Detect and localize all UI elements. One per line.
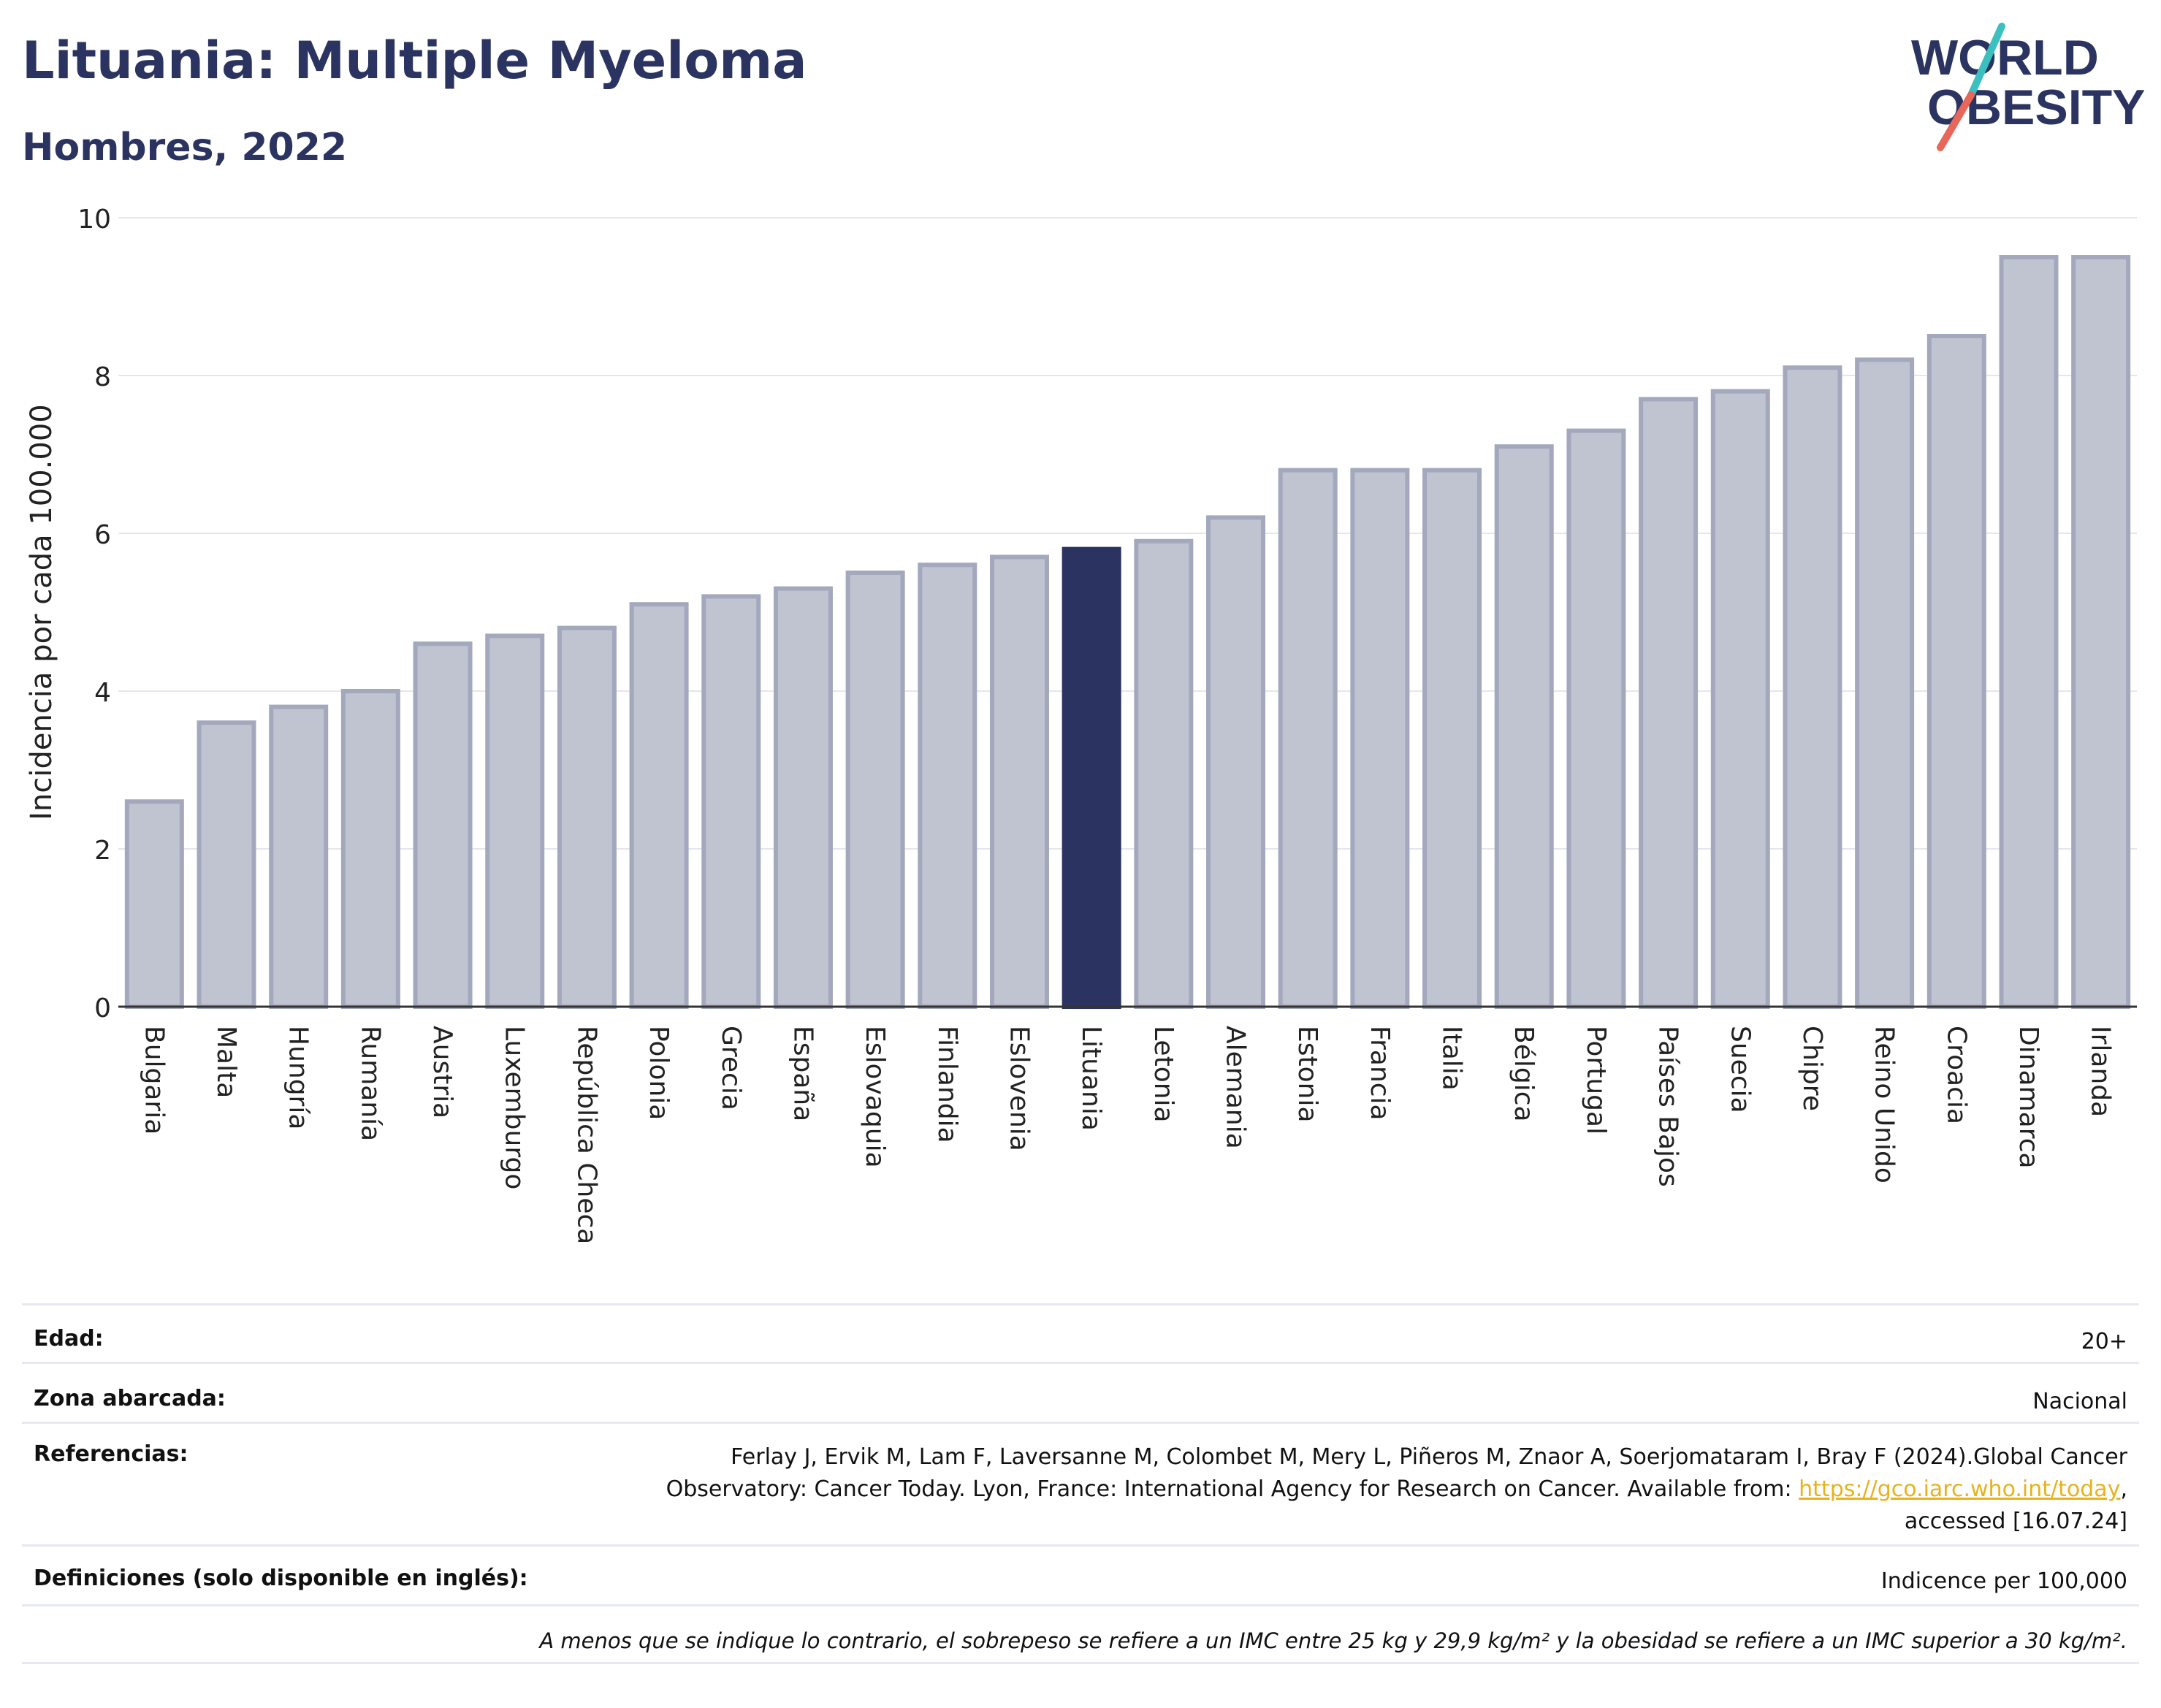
bar-austria — [413, 641, 473, 1009]
bar-portugal — [1566, 428, 1626, 1009]
edad-value: 20+ — [2081, 1329, 2127, 1354]
row-definiciones: Definiciones (solo disponible en inglés)… — [22, 1544, 2139, 1604]
bar-lituania — [1062, 546, 1121, 1009]
zona-value: Nacional — [2032, 1389, 2127, 1414]
bar-irlanda — [2071, 255, 2131, 1009]
y-tick-label: 0 — [94, 994, 111, 1023]
x-tick-label: Rumanía — [355, 1026, 385, 1141]
footnote: A menos que se indique lo contrario, el … — [539, 1628, 2127, 1653]
bar-rumanía — [340, 689, 400, 1009]
chart-title: Lituania: Multiple Myeloma — [22, 31, 807, 91]
bar-croacia — [1926, 334, 1986, 1009]
referencias-value: Ferlay J, Ervik M, Lam F, Laversanne M, … — [666, 1441, 2127, 1538]
bar-dinamarca — [1999, 255, 2059, 1009]
x-tick-label: Malta — [211, 1026, 241, 1098]
bar-letonia — [1134, 538, 1194, 1009]
x-tick-label: Hungría — [283, 1026, 313, 1129]
referencias-label: Referencias: — [34, 1441, 188, 1467]
bar-bulgaria — [124, 799, 184, 1009]
x-tick-label: Eslovenia — [1004, 1026, 1034, 1151]
x-tick-label: Irlanda — [2086, 1026, 2116, 1117]
x-tick-label: Portugal — [1581, 1026, 1611, 1135]
bar-finlandia — [918, 563, 977, 1009]
x-tick-label: España — [788, 1026, 817, 1121]
x-tick-label: Croacia — [1941, 1026, 1971, 1124]
row-note: A menos que se indique lo contrario, el … — [22, 1604, 2139, 1664]
x-tick-label: Estonia — [1292, 1026, 1322, 1123]
x-tick-label: Austria — [427, 1026, 457, 1118]
row-referencias: Referencias: Ferlay J, Ervik M, Lam F, L… — [22, 1422, 2139, 1544]
x-tick-label: Francia — [1365, 1026, 1395, 1121]
bar-chart: 0 2 4 6 8 10 Incidencia por cada 100.000 Bulgar… — [25, 205, 2137, 1244]
x-tick-label: Reino Unido — [1870, 1026, 1899, 1183]
x-tick-label: Polonia — [644, 1026, 674, 1120]
definiciones-label: Definiciones (solo disponible en inglés)… — [34, 1566, 528, 1591]
y-tick-label: 4 — [94, 678, 111, 708]
y-tick-label: 6 — [94, 520, 111, 550]
bar-españa — [773, 586, 833, 1009]
ref-link[interactable]: https://gco.iarc.who.int/today — [1799, 1476, 2121, 1502]
y-tick-label: 10 — [77, 205, 111, 235]
row-edad: Edad: 20+ — [22, 1303, 2139, 1362]
x-tick-label: Bulgaria — [139, 1026, 169, 1135]
zona-label: Zona abarcada: — [34, 1386, 226, 1411]
logo-line-1: WORLD — [1911, 30, 2099, 85]
world-obesity-logo: WORLD OBESITY — [1911, 23, 2144, 151]
x-tick-label: República Checa — [571, 1026, 601, 1244]
bar-hungría — [269, 704, 329, 1009]
x-tick-label: Eslovaquia — [860, 1026, 890, 1168]
x-tick-label: Dinamarca — [2013, 1026, 2043, 1169]
row-zona: Zona abarcada: Nacional — [22, 1362, 2139, 1422]
bar-italia — [1422, 468, 1482, 1009]
x-tick-label: Luxemburgo — [500, 1026, 530, 1189]
chart-subtitle: Hombres, 2022 — [22, 126, 348, 169]
bar-francia — [1350, 468, 1410, 1009]
bar-eslovaquia — [845, 571, 905, 1009]
ref-text-4: accessed [16.07.24] — [1904, 1509, 2127, 1534]
bar-países-bajos — [1639, 397, 1699, 1009]
bar-alemania — [1206, 515, 1266, 1009]
x-tick-label: Suecia — [1725, 1026, 1755, 1113]
x-tick-label: Italia — [1437, 1026, 1467, 1091]
bar-chipre — [1783, 365, 1842, 1009]
bar-estonia — [1278, 468, 1338, 1009]
y-tick-label: 8 — [94, 362, 111, 392]
y-axis-label: Incidencia por cada 100.000 — [25, 404, 58, 820]
y-tick-label: 2 — [94, 836, 111, 866]
x-tick-label: Grecia — [716, 1026, 746, 1110]
x-tick-label: Bélgica — [1509, 1026, 1539, 1122]
bar-grecia — [701, 594, 761, 1009]
info-table: Edad: 20+ Zona abarcada: Nacional Refere… — [22, 1303, 2139, 1664]
x-tick-label: Chipre — [1797, 1026, 1827, 1111]
logo-slash-top — [1967, 23, 2005, 99]
bar-república-checa — [557, 625, 617, 1009]
x-tick-label: Finlandia — [932, 1026, 962, 1143]
definiciones-value: Indicence per 100,000 — [1880, 1568, 2127, 1594]
bar-suecia — [1710, 389, 1770, 1009]
logo-slash-bottom — [1937, 91, 1975, 151]
ref-text-1: Ferlay J, Ervik M, Lam F, Laversanne M, … — [731, 1444, 2127, 1470]
bar-malta — [197, 720, 256, 1009]
x-tick-label: Alemania — [1221, 1026, 1251, 1149]
bar-polonia — [629, 602, 689, 1009]
bar-eslovenia — [989, 554, 1049, 1009]
ref-text-2: Observatory: Cancer Today. Lyon, France:… — [666, 1476, 1799, 1502]
bar-luxemburgo — [485, 633, 545, 1010]
bar-bélgica — [1494, 444, 1554, 1009]
bar-reino-unido — [1855, 357, 1915, 1009]
x-tick-label: Países Bajos — [1653, 1026, 1683, 1187]
x-tick-label: Letonia — [1148, 1026, 1178, 1123]
ref-text-3: , — [2120, 1476, 2127, 1502]
x-tick-label: Lituania — [1076, 1026, 1106, 1131]
edad-label: Edad: — [34, 1326, 104, 1351]
